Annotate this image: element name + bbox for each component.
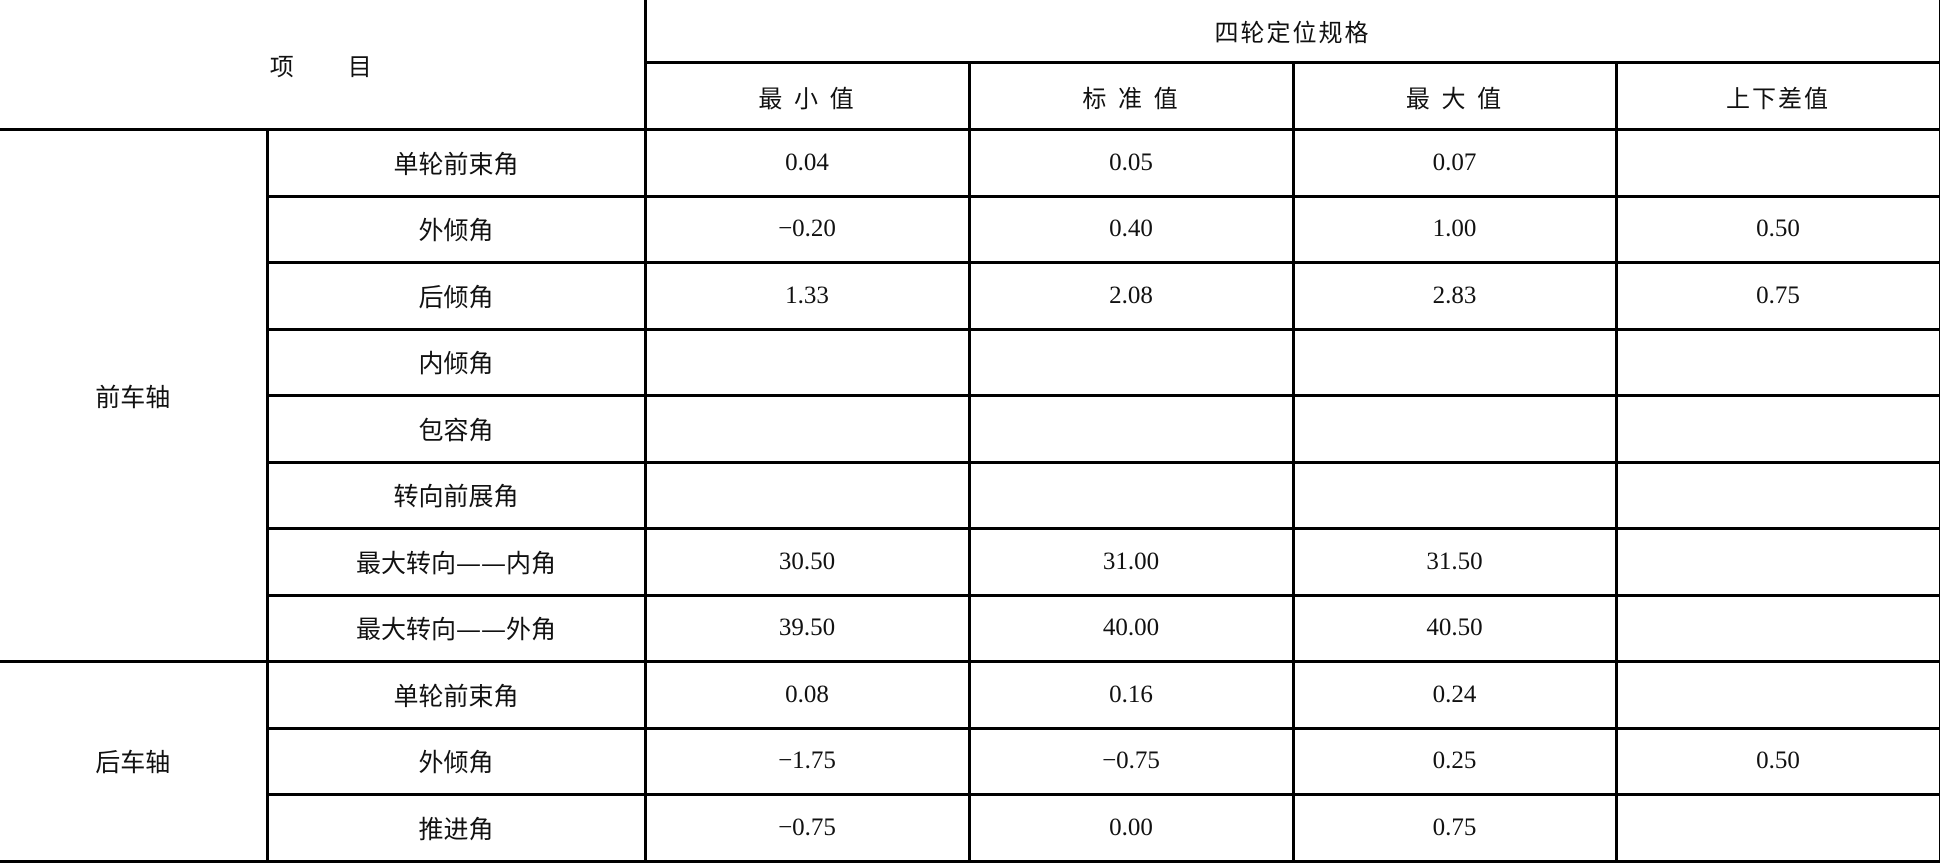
min-value: 39.50 <box>643 593 971 663</box>
table-row: 推进角 −0.75 0.00 0.75 <box>0 793 1940 863</box>
header-spec-title: 四轮定位规格 <box>643 0 1940 64</box>
table-row: 最大转向——外角 39.50 40.00 40.50 <box>0 593 1940 663</box>
min-value: 0.08 <box>643 660 971 730</box>
item-name: 单轮前束角 <box>265 128 647 198</box>
max-value: 31.50 <box>1291 527 1618 597</box>
max-value: 2.83 <box>1291 261 1618 331</box>
min-value: 0.04 <box>643 128 971 198</box>
min-value: −0.75 <box>643 793 971 863</box>
axle-label: 前车轴 <box>0 128 269 663</box>
item-name: 包容角 <box>267 394 647 464</box>
header-tolerance: 上下差值 <box>1614 61 1940 131</box>
max-value: 0.07 <box>1291 128 1618 198</box>
item-name: 单轮前束角 <box>265 660 647 730</box>
max-value: 0.24 <box>1291 660 1618 730</box>
tolerance-value <box>1614 593 1940 663</box>
table-row: 转向前展角 <box>0 460 1940 530</box>
standard-value <box>967 394 1295 464</box>
max-value: 40.50 <box>1291 593 1618 663</box>
min-value <box>643 327 971 397</box>
table-row: 后倾角 1.33 2.08 2.83 0.75 <box>0 261 1940 331</box>
standard-value: 0.05 <box>967 128 1295 198</box>
tolerance-value: 0.75 <box>1614 261 1940 331</box>
standard-value: 0.16 <box>967 660 1295 730</box>
item-name: 外倾角 <box>267 194 647 264</box>
axle-label: 后车轴 <box>0 660 269 863</box>
header-item: 项 目 <box>0 0 647 131</box>
min-value <box>643 460 971 530</box>
table-row: 最大转向——内角 30.50 31.00 31.50 <box>0 527 1940 597</box>
standard-value: 2.08 <box>967 261 1295 331</box>
tolerance-value: 0.50 <box>1614 194 1940 264</box>
max-value <box>1291 327 1618 397</box>
item-name: 外倾角 <box>267 726 647 796</box>
standard-value: 31.00 <box>967 527 1295 597</box>
item-name: 推进角 <box>267 793 647 863</box>
header-standard: 标 准 值 <box>967 61 1295 131</box>
tolerance-value <box>1614 660 1940 730</box>
item-name: 后倾角 <box>267 261 647 331</box>
min-value: 1.33 <box>643 261 971 331</box>
max-value: 0.75 <box>1291 793 1618 863</box>
min-value: 30.50 <box>643 527 971 597</box>
tolerance-value: 0.50 <box>1614 726 1940 796</box>
table-row: 内倾角 <box>0 327 1940 397</box>
item-name: 内倾角 <box>267 327 647 397</box>
max-value <box>1291 394 1618 464</box>
table-row: 前车轴 单轮前束角 0.04 0.05 0.07 <box>0 128 1940 663</box>
standard-value: 0.40 <box>967 194 1295 264</box>
max-value <box>1291 460 1618 530</box>
tolerance-value <box>1614 527 1940 597</box>
min-value: −0.20 <box>643 194 971 264</box>
standard-value: 40.00 <box>967 593 1295 663</box>
table-row: 外倾角 −0.20 0.40 1.00 0.50 <box>0 194 1940 264</box>
max-value: 1.00 <box>1291 194 1618 264</box>
min-value <box>643 394 971 464</box>
standard-value: 0.00 <box>967 793 1295 863</box>
item-name: 转向前展角 <box>267 460 647 530</box>
table-row: 外倾角 −1.75 −0.75 0.25 0.50 <box>0 726 1940 796</box>
min-value: −1.75 <box>643 726 971 796</box>
max-value: 0.25 <box>1291 726 1618 796</box>
standard-value <box>967 327 1295 397</box>
tolerance-value <box>1614 394 1940 464</box>
tolerance-value <box>1614 128 1940 198</box>
standard-value <box>967 460 1295 530</box>
item-name: 最大转向——外角 <box>267 593 647 663</box>
standard-value: −0.75 <box>967 726 1295 796</box>
tolerance-value <box>1614 327 1940 397</box>
tolerance-value <box>1614 793 1940 863</box>
header-min: 最 小 值 <box>645 61 971 131</box>
header-max: 最 大 值 <box>1291 61 1618 131</box>
tolerance-value <box>1614 460 1940 530</box>
table-row: 后车轴 单轮前束角 0.08 0.16 0.24 <box>0 660 1940 863</box>
item-name: 最大转向——内角 <box>267 527 647 597</box>
table-row: 包容角 <box>0 394 1940 464</box>
